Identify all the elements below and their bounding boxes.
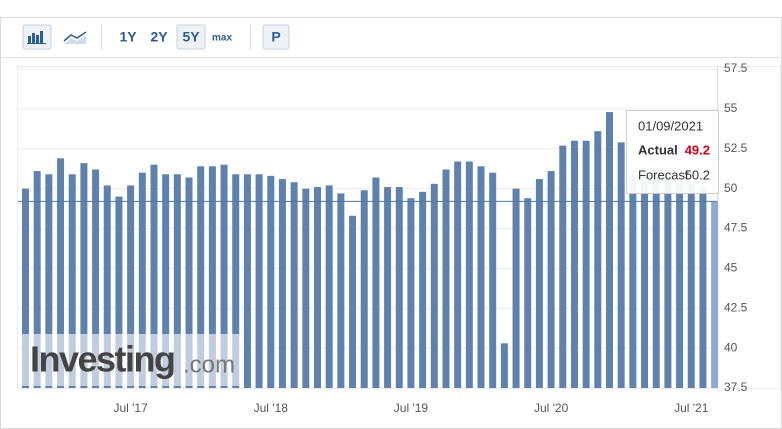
bar (442, 169, 450, 388)
x-tick-label: Jul '21 (674, 401, 709, 415)
bar (559, 145, 567, 388)
bar (278, 179, 286, 388)
bar (173, 174, 181, 388)
y-tick-label: 55 (724, 101, 738, 115)
bar (80, 163, 88, 388)
bar (582, 140, 590, 388)
bar (570, 140, 578, 388)
x-tick-label: Jul '18 (254, 401, 289, 415)
bar (512, 188, 520, 388)
bar (407, 198, 415, 388)
bar (465, 161, 473, 388)
bar (652, 167, 660, 388)
bar (641, 167, 649, 388)
bar (337, 193, 345, 388)
bar (477, 166, 485, 388)
y-tick-label: 42.5 (724, 300, 748, 314)
tooltip-box (626, 110, 719, 194)
range-button[interactable]: 5Y (182, 29, 200, 45)
bar (127, 185, 135, 388)
tooltip-date: 01/09/2021 (638, 118, 703, 133)
bar (454, 161, 462, 388)
range-button[interactable]: max (212, 33, 232, 44)
x-tick-label: Jul '20 (534, 401, 569, 415)
bar (535, 179, 543, 388)
bar (197, 166, 205, 388)
watermark-bg (22, 334, 244, 386)
bar (594, 131, 602, 388)
range-button[interactable]: P (271, 29, 280, 45)
bar (314, 187, 321, 388)
bar (687, 183, 695, 388)
range-button[interactable]: 2Y (150, 29, 168, 45)
bar (372, 177, 380, 388)
bar (57, 158, 65, 388)
tooltip-actual-value: 49.2 (685, 142, 710, 157)
tooltip-forecast-label: Forecast (638, 167, 689, 182)
bar (255, 174, 263, 388)
bar (676, 183, 684, 388)
y-tick-label: 52.5 (724, 141, 748, 155)
bar (664, 172, 672, 388)
y-tick-label: 45 (724, 261, 738, 275)
bar (500, 343, 508, 388)
bar (150, 164, 158, 388)
bar (220, 164, 228, 388)
y-tick-label: 40 (724, 340, 738, 354)
bar (384, 187, 392, 388)
bar (33, 171, 41, 388)
bar (92, 169, 100, 388)
bar (185, 177, 193, 388)
y-tick-label: 37.5 (724, 380, 748, 394)
watermark-suffix: .com (183, 351, 235, 378)
y-tick-label: 47.5 (724, 221, 748, 235)
bar (489, 172, 497, 388)
bar (208, 166, 216, 388)
bar (162, 174, 170, 388)
bar (606, 112, 613, 388)
bar (103, 185, 111, 388)
x-tick-label: Jul '17 (113, 401, 148, 415)
bar (419, 191, 427, 388)
bar (243, 174, 251, 388)
bar (360, 190, 368, 388)
bar (290, 182, 298, 388)
bar (68, 174, 76, 388)
bar (547, 171, 555, 388)
bar (115, 196, 123, 388)
bar (395, 187, 403, 388)
bar (699, 187, 707, 388)
tooltip-forecast-value: 50.2 (685, 167, 710, 182)
bar (45, 174, 53, 388)
range-button[interactable]: 1Y (119, 29, 137, 45)
bar (325, 185, 333, 388)
x-tick-label: Jul '19 (394, 401, 429, 415)
watermark-brand: Investing (30, 339, 175, 380)
bar (349, 215, 357, 388)
bar (629, 174, 637, 388)
bar-icon-button[interactable] (22, 24, 52, 50)
bar (617, 142, 625, 388)
button-bg (262, 24, 290, 50)
y-tick-label: 50 (724, 181, 738, 195)
line-icon-button[interactable] (63, 31, 87, 44)
bar (711, 201, 719, 388)
bar (22, 188, 29, 388)
bar (267, 175, 275, 388)
bar (232, 174, 240, 388)
bar (138, 172, 146, 388)
tooltip-actual-label: Actual (638, 142, 678, 157)
bar (430, 183, 438, 388)
bar (302, 188, 310, 388)
y-tick-label: 57.5 (724, 61, 748, 75)
bar (524, 198, 532, 388)
selected-button-bg (176, 24, 206, 50)
